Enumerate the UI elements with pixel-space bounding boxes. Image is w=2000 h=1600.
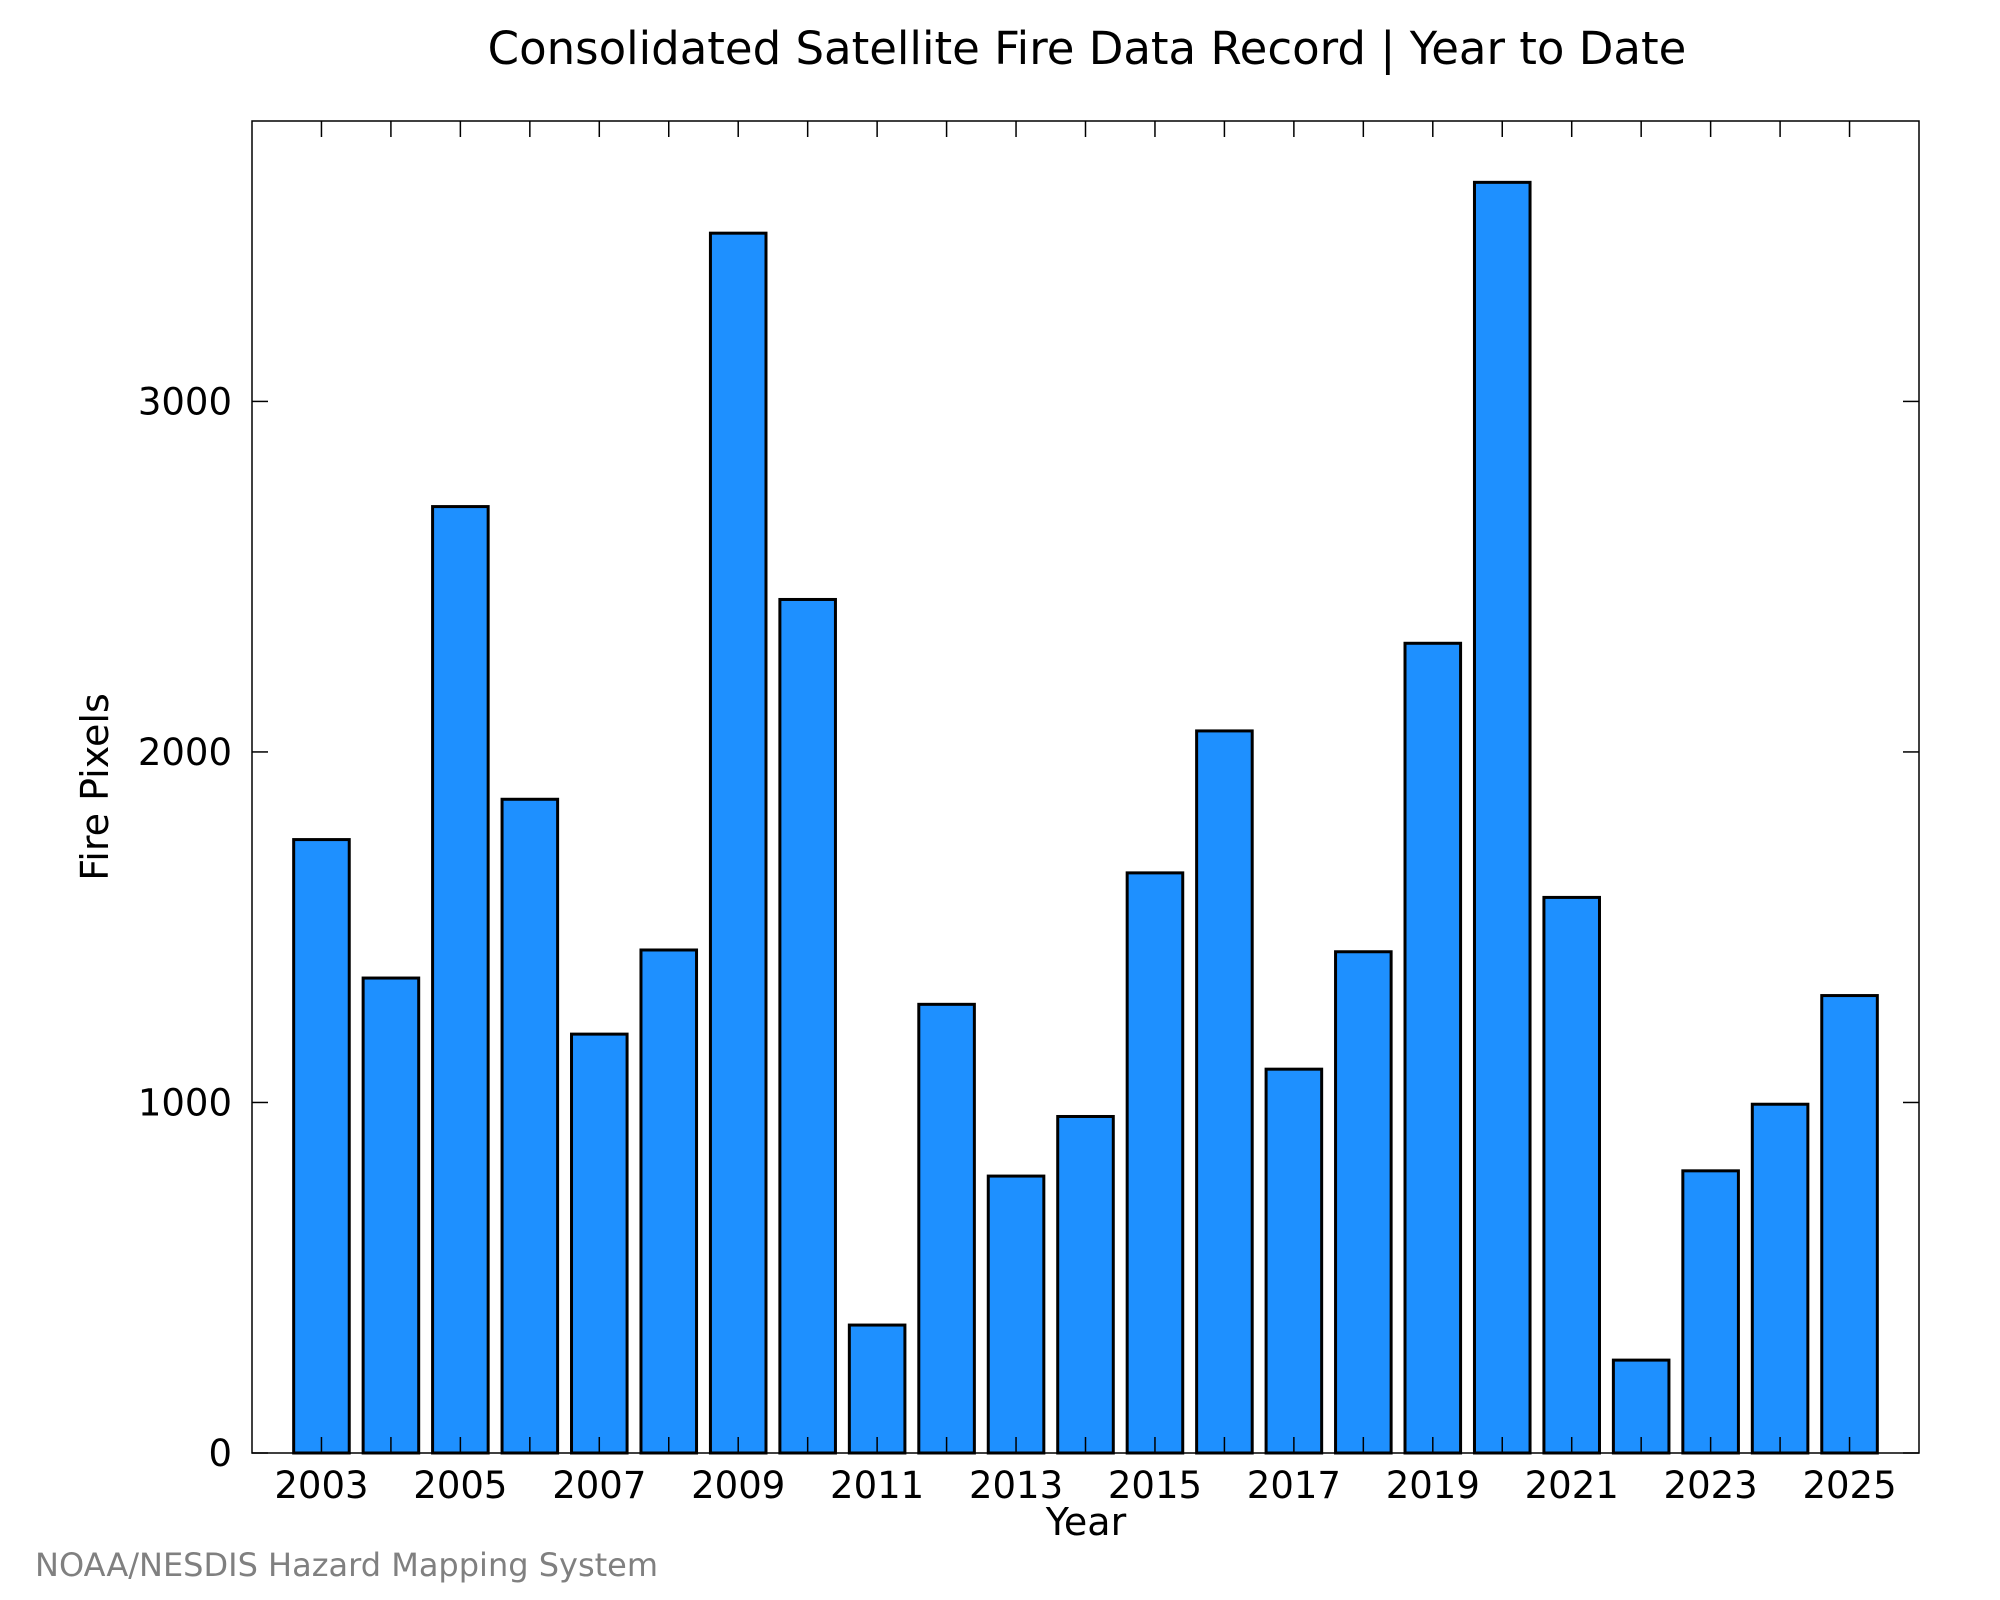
bar-2007 <box>570 1032 629 1455</box>
x-tick-label-2013: 2013 <box>969 1464 1063 1507</box>
x-tick-label-2015: 2015 <box>1108 1464 1202 1507</box>
y-axis-label: Fire Pixels <box>73 693 117 881</box>
x-tick-label-2021: 2021 <box>1525 1464 1619 1507</box>
y-tick-label-2000: 2000 <box>138 731 232 774</box>
bars-group <box>292 180 1879 1455</box>
x-tick-label-2003: 2003 <box>274 1464 368 1507</box>
bar-2021 <box>1542 895 1601 1455</box>
x-tick-label-2005: 2005 <box>413 1464 507 1507</box>
bar-2013 <box>986 1174 1046 1455</box>
x-tick-label-2011: 2011 <box>830 1464 924 1507</box>
bar-2012 <box>917 1002 976 1455</box>
x-axis-label: Year <box>1045 1500 1127 1544</box>
axis-ticks-group <box>252 121 1919 1454</box>
bar-2004 <box>361 976 421 1455</box>
bar-2019 <box>1403 641 1463 1455</box>
bar-2023 <box>1681 1169 1740 1455</box>
x-tick-label-2017: 2017 <box>1247 1464 1341 1507</box>
y-tick-label-1000: 1000 <box>138 1081 232 1124</box>
x-tick-label-2007: 2007 <box>552 1464 646 1507</box>
x-tick-label-2025: 2025 <box>1802 1464 1896 1507</box>
bar-2005 <box>431 505 490 1455</box>
bar-2006 <box>500 797 560 1455</box>
bar-2009 <box>708 231 768 1455</box>
y-tick-label-3000: 3000 <box>138 380 232 423</box>
source-attribution: NOAA/NESDIS Hazard Mapping System <box>35 1546 658 1584</box>
bar-2008 <box>639 948 699 1455</box>
bar-2003 <box>292 838 351 1455</box>
chart-title: Consolidated Satellite Fire Data Record … <box>488 22 1687 75</box>
bar-2014 <box>1056 1114 1115 1455</box>
x-tick-label-2019: 2019 <box>1386 1464 1480 1507</box>
bar-2011 <box>847 1323 907 1455</box>
y-axis-tick-labels: 0 1000 2000 3000 <box>138 380 232 1475</box>
bar-2015 <box>1125 871 1185 1455</box>
x-axis-tick-labels: 2003 2005 2007 2009 2011 2013 2015 2017 2019 2021… <box>274 1464 1896 1507</box>
bar-2016 <box>1195 729 1254 1455</box>
bar-2020 <box>1472 180 1532 1455</box>
bar-2025 <box>1820 994 1879 1455</box>
bar-2010 <box>778 597 837 1455</box>
x-tick-label-2023: 2023 <box>1664 1464 1758 1507</box>
bar-2018 <box>1334 950 1393 1455</box>
y-tick-label-0: 0 <box>208 1432 232 1475</box>
bar-2017 <box>1264 1067 1324 1455</box>
bar-2024 <box>1750 1102 1810 1455</box>
x-tick-label-2009: 2009 <box>691 1464 785 1507</box>
plot-frame <box>251 120 1920 1454</box>
